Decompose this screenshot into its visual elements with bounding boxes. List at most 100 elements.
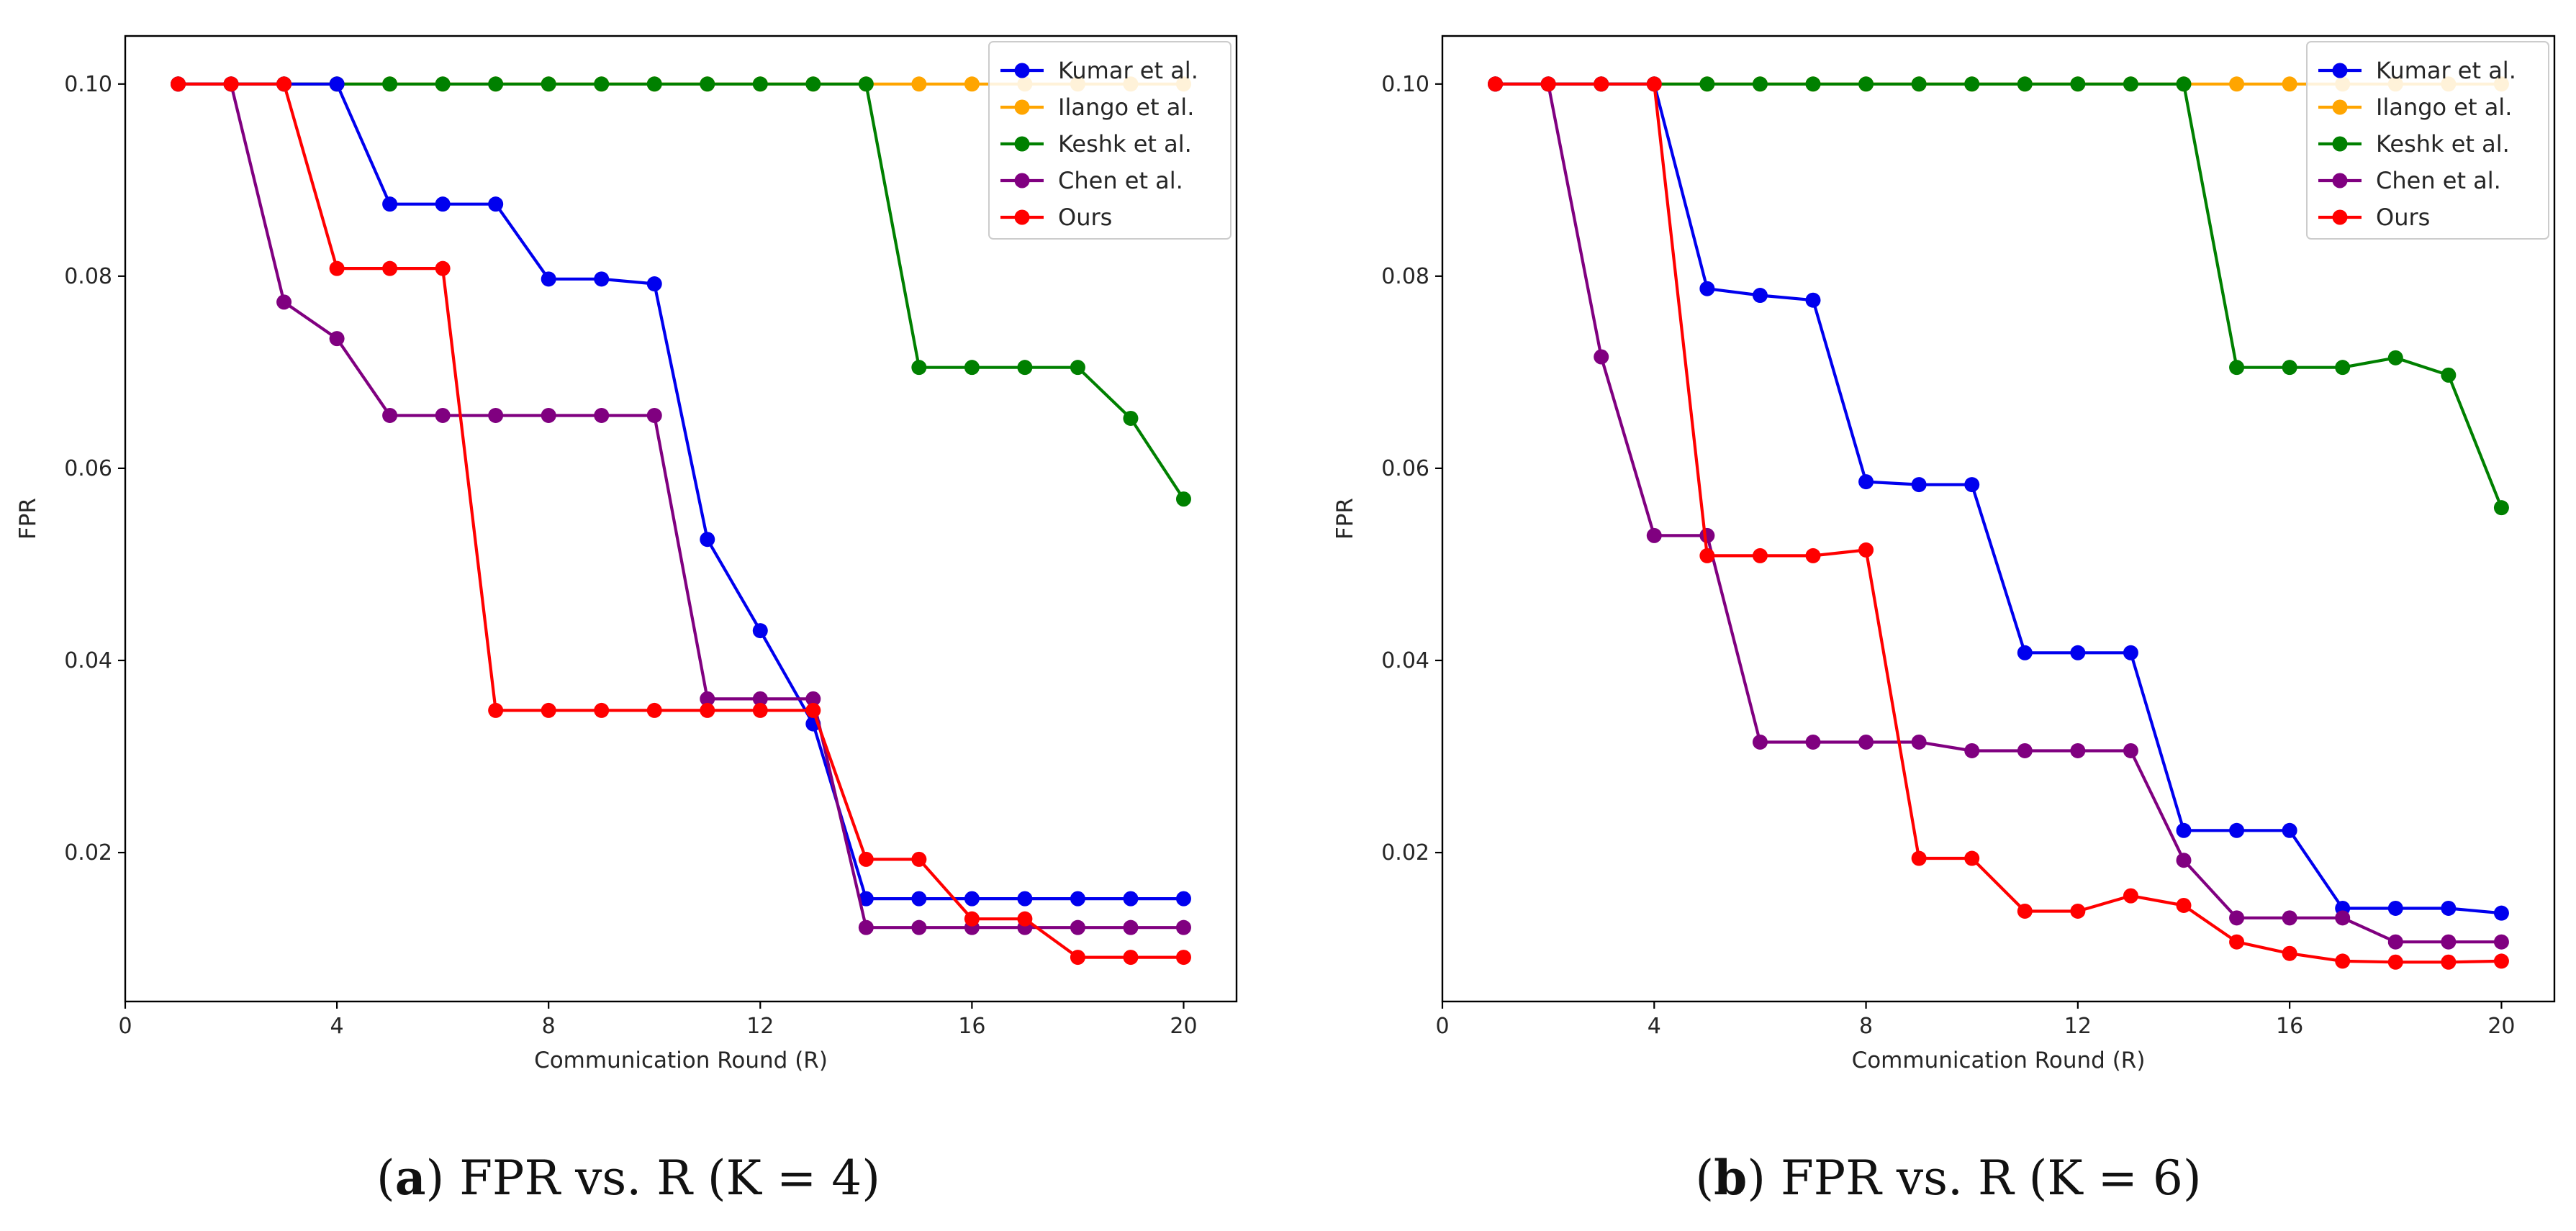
data-point	[805, 691, 821, 707]
data-point	[1488, 76, 1504, 92]
data-point	[1858, 76, 1874, 92]
data-point	[752, 623, 768, 639]
data-point	[1646, 76, 1662, 92]
x-tick-label: 8	[1859, 1014, 1873, 1039]
data-point	[329, 76, 345, 92]
legend-item-ilango-et-al: Ilango et al.	[1000, 94, 1194, 121]
data-point	[2123, 645, 2138, 660]
series-ours	[171, 76, 1191, 966]
data-point	[2229, 934, 2245, 950]
data-point	[911, 76, 927, 92]
data-point	[2335, 360, 2351, 376]
data-point	[2493, 934, 2509, 950]
data-point	[1964, 742, 1980, 758]
data-point	[2335, 953, 2351, 969]
data-point	[1175, 950, 1191, 966]
data-point	[2229, 76, 2245, 92]
data-point	[2070, 903, 2086, 919]
data-point	[541, 407, 556, 423]
caption-b: (b) FPR vs. R (K = 6)	[1695, 1150, 2201, 1206]
y-axis-title: FPR	[15, 498, 41, 540]
data-point	[2387, 954, 2403, 970]
data-point	[1175, 919, 1191, 935]
series-keshk-et-al	[1488, 76, 2509, 516]
legend-label: Chen et al.	[1058, 167, 1183, 194]
data-point	[1070, 919, 1085, 935]
data-point	[541, 271, 556, 287]
data-point	[2282, 945, 2297, 961]
data-point	[2123, 76, 2138, 92]
data-point	[594, 76, 610, 92]
legend-box	[988, 41, 1231, 240]
data-point	[2176, 853, 2192, 868]
legend-marker	[2332, 136, 2348, 152]
data-point	[1123, 950, 1139, 966]
legend-label: Ilango et al.	[2376, 94, 2512, 121]
legend-item-chen-et-al: Chen et al.	[2318, 167, 2501, 194]
legend-label: Ilango et al.	[1058, 94, 1194, 121]
x-axis-title: Communication Round (R)	[534, 1048, 828, 1073]
data-point	[382, 76, 398, 92]
data-point	[329, 331, 345, 347]
data-point	[2282, 76, 2297, 92]
y-tick-label: 0.02	[64, 840, 112, 866]
data-point	[2176, 822, 2192, 838]
data-point	[1911, 734, 1927, 750]
data-point	[1911, 76, 1927, 92]
data-point	[488, 76, 504, 92]
data-point	[488, 702, 504, 718]
data-point	[2017, 903, 2033, 919]
data-point	[1699, 281, 1715, 296]
data-point	[1752, 548, 1768, 563]
data-point	[2229, 910, 2245, 926]
legend-marker	[2332, 173, 2348, 188]
x-tick-label: 4	[330, 1014, 344, 1039]
data-point	[2070, 76, 2086, 92]
legend-item-kumar-et-al: Kumar et al.	[2318, 57, 2516, 84]
data-point	[646, 76, 662, 92]
data-point	[1123, 891, 1139, 907]
data-point	[805, 702, 821, 718]
data-point	[1017, 360, 1033, 376]
x-tick-label: 20	[1170, 1014, 1197, 1039]
data-point	[541, 76, 556, 92]
data-point	[382, 260, 398, 276]
series-line-keshk-et-al	[1495, 82, 2503, 509]
legend-label: Ours	[1058, 204, 1112, 231]
y-tick-label: 0.10	[64, 72, 112, 97]
data-point	[700, 532, 715, 548]
data-point	[964, 76, 980, 92]
data-point	[964, 911, 980, 927]
data-point	[700, 702, 715, 718]
legend-item-ours: Ours	[1000, 204, 1112, 231]
data-point	[2229, 822, 2245, 838]
series-line-ours	[1495, 82, 2502, 964]
data-point	[805, 76, 821, 92]
data-point	[2176, 897, 2192, 913]
data-point	[1964, 76, 1980, 92]
legend-label: Kumar et al.	[2376, 57, 2516, 84]
data-point	[1858, 474, 1874, 490]
series-line-keshk-et-al	[178, 82, 1185, 500]
y-tick-label: 0.08	[1381, 264, 1429, 289]
legend-marker	[2332, 99, 2348, 115]
plot-frame	[1441, 35, 2556, 1003]
data-point	[2441, 934, 2457, 950]
series-line-chen-et-al	[178, 82, 1184, 930]
data-point	[911, 919, 927, 935]
data-point	[646, 407, 662, 423]
x-tick-label: 0	[118, 1014, 132, 1039]
plot-frame	[124, 35, 1238, 1003]
series-line-ours	[178, 82, 1184, 959]
legend-label: Keshk et al.	[2376, 130, 2510, 158]
data-point	[488, 407, 504, 423]
data-point	[752, 76, 768, 92]
data-point	[223, 76, 239, 92]
data-point	[488, 196, 504, 212]
data-point	[2441, 954, 2457, 970]
data-point	[2493, 953, 2509, 969]
series-line-chen-et-al	[1495, 82, 2502, 944]
data-point	[2335, 910, 2351, 926]
legend-label: Keshk et al.	[1058, 130, 1192, 158]
